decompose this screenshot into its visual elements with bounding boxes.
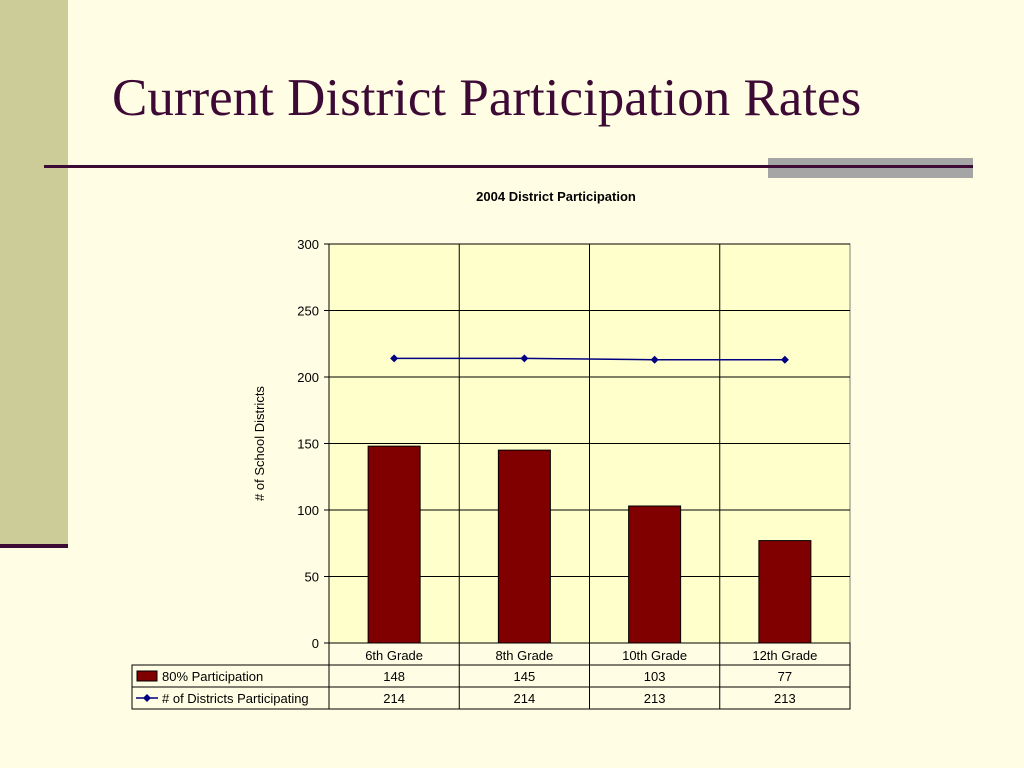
legend-key-marker (143, 694, 151, 702)
legend-label: 80% Participation (162, 669, 263, 684)
series-line-districts (394, 357, 785, 361)
bar-2 (497, 449, 551, 644)
legend-key-bar (136, 670, 158, 682)
line-point-4 (780, 355, 789, 364)
y-tick-label: 150 (297, 437, 319, 452)
y-tick-label: 100 (297, 503, 319, 518)
category-label: 8th Grade (495, 648, 553, 663)
table-value: 213 (774, 691, 796, 706)
line-point-2 (520, 354, 529, 363)
chart-title: 2004 District Participation (476, 189, 636, 204)
y-tick-label: 0 (312, 636, 319, 651)
table-value: 214 (383, 691, 405, 706)
y-axis-label: # of School Districts (252, 386, 267, 501)
category-label: 12th Grade (752, 648, 817, 663)
line-point-1 (390, 354, 399, 363)
table-value: 103 (644, 669, 666, 684)
slide-title: Current District Participation Rates (112, 69, 862, 127)
y-tick-label: 300 (297, 237, 319, 252)
line-point-3 (650, 355, 659, 364)
y-tick-label: 200 (297, 370, 319, 385)
category-label: 10th Grade (622, 648, 687, 663)
table-value: 213 (644, 691, 666, 706)
legend-label: # of Districts Participating (162, 691, 309, 706)
category-label: 6th Grade (365, 648, 423, 663)
table-value: 145 (514, 669, 536, 684)
bar-1 (367, 445, 421, 644)
bar-4 (758, 540, 812, 644)
left-band-rule (0, 544, 68, 548)
title-rule-accent (768, 158, 973, 178)
left-decorative-band (0, 0, 68, 546)
y-tick-label: 50 (305, 570, 319, 585)
title-rule (44, 165, 973, 168)
table-value: 148 (383, 669, 405, 684)
table-value: 77 (778, 669, 792, 684)
table-value: 214 (514, 691, 536, 706)
y-tick-label: 250 (297, 304, 319, 319)
bar-3 (628, 505, 682, 644)
